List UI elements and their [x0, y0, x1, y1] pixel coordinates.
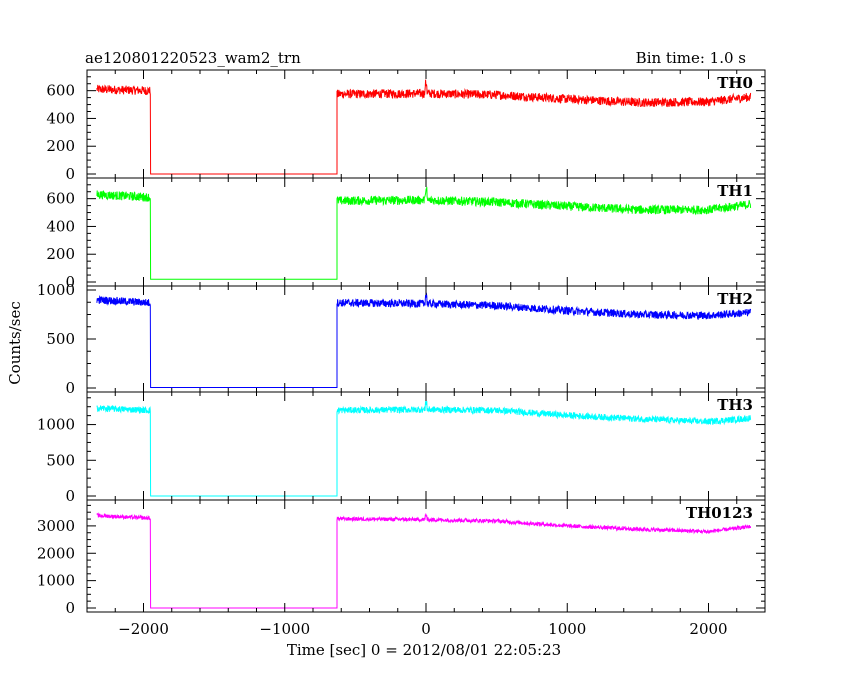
series-line-th1 — [96, 186, 752, 280]
panel-label-th0: TH0 — [717, 74, 753, 92]
x-tick-label: 1000 — [548, 620, 586, 638]
y-tick-label: 600 — [46, 82, 75, 100]
x-axis-label: Time [sec] 0 = 2012/08/01 22:05:23 — [287, 641, 561, 659]
figure-title: ae120801220523_wam2_trn — [85, 49, 301, 67]
panel-frame-th1 — [86, 177, 766, 287]
series-line-th3 — [96, 401, 752, 497]
y-tick-label: 200 — [46, 245, 75, 263]
series-line-th2 — [96, 292, 752, 388]
panel-label-th3: TH3 — [717, 396, 753, 414]
panel-frame-th0123 — [86, 499, 766, 613]
y-tick-label: 400 — [46, 217, 75, 235]
panel-frame-th3 — [86, 391, 766, 501]
y-tick-label: 200 — [46, 137, 75, 155]
panel-label-th2: TH2 — [717, 290, 753, 308]
y-tick-label: 400 — [46, 109, 75, 127]
y-tick-label: 3000 — [37, 517, 75, 535]
y-tick-label: 600 — [46, 190, 75, 208]
panel-frame-th2 — [86, 285, 766, 393]
panel-frame-th0 — [86, 69, 766, 179]
y-tick-label: 1000 — [37, 416, 75, 434]
x-tick-label: −2000 — [118, 620, 169, 638]
y-tick-label: 2000 — [37, 544, 75, 562]
y-tick-label: 0 — [65, 487, 75, 505]
y-tick-label: 0 — [65, 379, 75, 397]
series-line-th0123 — [96, 512, 752, 609]
bin-time-label: Bin time: 1.0 s — [636, 49, 746, 67]
y-tick-label: 0 — [65, 273, 75, 291]
x-tick-label: −1000 — [259, 620, 310, 638]
panel-label-th1: TH1 — [717, 182, 753, 200]
y-tick-label: 1000 — [37, 281, 75, 299]
x-tick-label: 2000 — [689, 620, 727, 638]
y-axis-label: Counts/sec — [6, 301, 24, 385]
y-tick-label: 0 — [65, 599, 75, 617]
y-tick-label: 1000 — [37, 572, 75, 590]
y-tick-label: 500 — [46, 330, 75, 348]
panel-label-th0123: TH0123 — [686, 504, 753, 522]
y-tick-label: 0 — [65, 165, 75, 183]
x-tick-label: 0 — [421, 620, 431, 638]
series-line-th0 — [96, 79, 752, 175]
panels: 0 200 400 600 TH0 0 200 400 600 TH1 0 500 1000 TH2 0 50… — [37, 69, 766, 638]
y-tick-label: 500 — [46, 451, 75, 469]
